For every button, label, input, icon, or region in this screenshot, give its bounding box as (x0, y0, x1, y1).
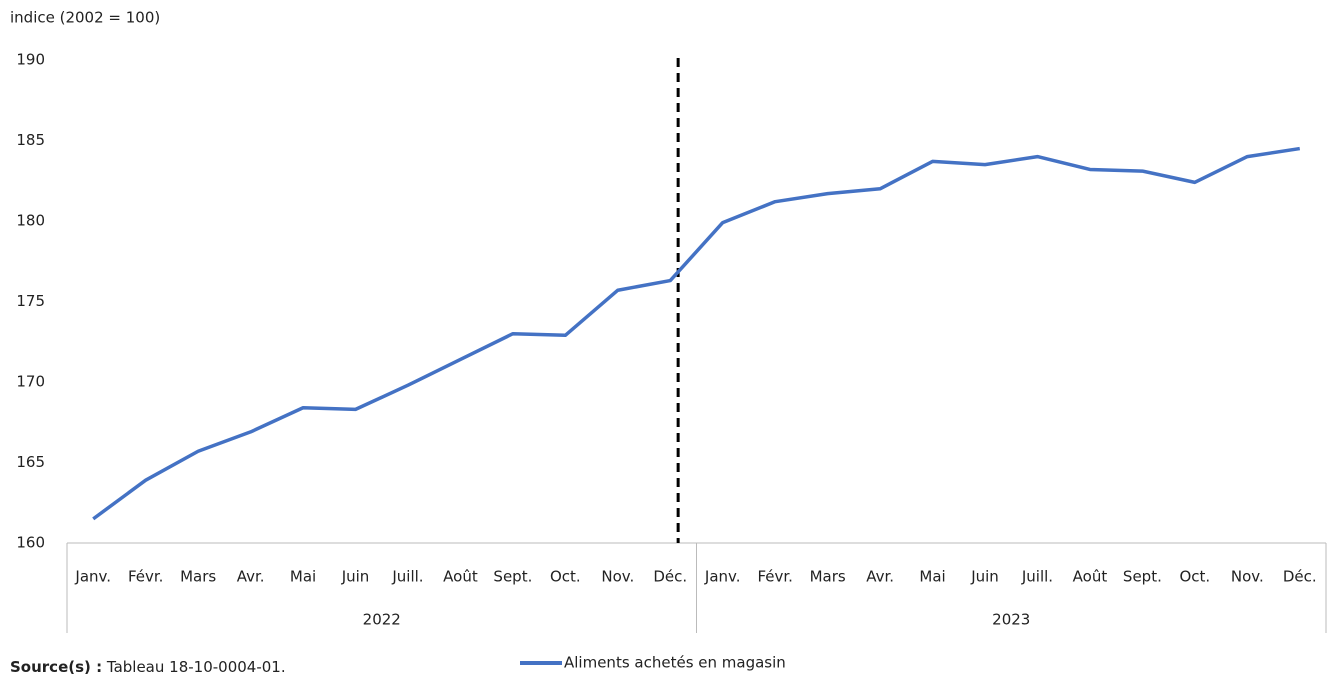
group-label: 2023 (992, 611, 1030, 629)
x-tick-label: Févr. (757, 568, 792, 586)
source: Source(s) : Tableau 18-10-0004-01. (10, 658, 286, 676)
group-label: 2022 (363, 611, 401, 629)
y-tick-label: 190 (16, 51, 45, 69)
y-tick-label: 165 (16, 453, 45, 471)
y-tick-label: 180 (16, 212, 45, 230)
source-text: Tableau 18-10-0004-01. (106, 658, 286, 676)
x-tick-label: Févr. (128, 568, 163, 586)
x-tick-label: Déc. (653, 568, 687, 586)
x-tick-label: Oct. (1180, 568, 1211, 586)
source-label: Source(s) : (10, 658, 102, 676)
y-axis-title: indice (2002 = 100) (10, 9, 160, 27)
x-tick-label: Janv. (74, 568, 111, 586)
legend-label: Aliments achetés en magasin (564, 654, 786, 672)
y-tick-label: 175 (16, 292, 45, 310)
x-tick-label: Avr. (866, 568, 894, 586)
y-tick-label: 185 (16, 131, 45, 149)
x-tick-label: Juill. (1021, 568, 1053, 586)
x-tick-label: Sept. (1123, 568, 1162, 586)
x-tick-label: Sept. (493, 568, 532, 586)
x-tick-label: Mars (180, 568, 216, 586)
line-series (92, 146, 1301, 521)
x-tick-label: Juill. (391, 568, 423, 586)
x-tick-label: Avr. (237, 568, 265, 586)
x-tick-label: Août (1073, 568, 1108, 586)
x-tick-label: Déc. (1283, 568, 1317, 586)
x-tick-label: Mars (810, 568, 846, 586)
x-tick-label: Nov. (601, 568, 634, 586)
y-tick-label: 160 (16, 534, 45, 552)
x-tick-label: Oct. (550, 568, 581, 586)
x-tick-label: Août (443, 568, 478, 586)
x-tick-label: Nov. (1231, 568, 1264, 586)
x-tick-label: Juin (341, 568, 370, 586)
x-tick-label: Juin (970, 568, 999, 586)
x-tick-label: Mai (919, 568, 945, 586)
x-tick-label: Janv. (704, 568, 741, 586)
y-tick-label: 170 (16, 373, 45, 391)
x-tick-label: Mai (290, 568, 316, 586)
